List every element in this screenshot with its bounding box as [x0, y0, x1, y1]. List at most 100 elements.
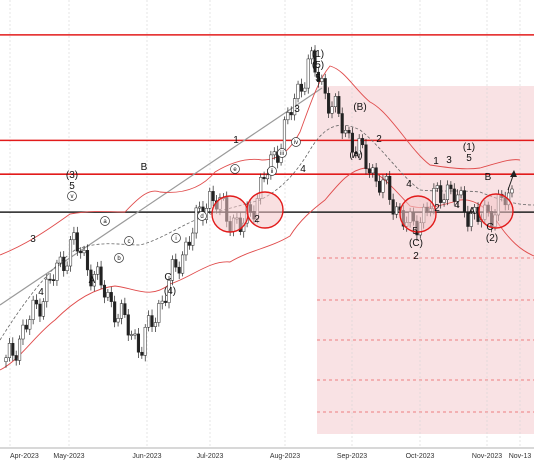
candle-body [106, 292, 110, 298]
candle-body [462, 190, 467, 213]
candle-body [452, 188, 456, 202]
candle-body [177, 266, 181, 274]
candle-body [469, 213, 473, 227]
candle-body [41, 301, 45, 317]
candle-body [65, 265, 69, 271]
wave-label: (B) [353, 102, 366, 113]
candle-body [340, 113, 344, 134]
candle-body [350, 132, 354, 153]
candle-body [167, 280, 171, 303]
candle-body [466, 211, 470, 227]
x-tick-label: Aug-2023 [270, 453, 300, 460]
candle-body [21, 324, 25, 340]
wave-label: 5 [412, 226, 418, 237]
candle-body [442, 199, 446, 203]
candle-body [194, 207, 198, 234]
candle-body [174, 259, 178, 268]
candle-body [164, 300, 168, 303]
wave-label: (A) [349, 150, 362, 161]
wave-label: 5 [69, 181, 75, 192]
candle-body [4, 357, 8, 362]
candle-body [126, 314, 130, 336]
wave-label: B [485, 172, 492, 183]
candle-body [299, 83, 303, 92]
candle-body [133, 333, 137, 336]
candle-body [449, 184, 453, 190]
candle-body [113, 301, 117, 323]
x-tick-labels: Apr-2023 May-2023 Jun-2023 Jul-2023 Aug-2023… [10, 453, 531, 460]
candle-body [89, 269, 93, 287]
circled-wave-marker [67, 191, 77, 201]
candle-body [347, 130, 351, 134]
wave-label: A [89, 275, 96, 286]
candle-body [435, 185, 439, 189]
circled-wave-marker [230, 164, 240, 174]
candle-body [286, 112, 290, 121]
wave-label: 5 [315, 73, 321, 84]
wave-label: 4 [454, 200, 460, 211]
candle-body [140, 351, 144, 356]
candle-body [187, 241, 191, 246]
candle-body [330, 106, 334, 114]
circled-wave-marker [100, 216, 110, 226]
candle-body [289, 112, 293, 116]
middle-band [0, 124, 534, 341]
candle-body [272, 151, 276, 156]
x-tick-label: Nov-2023 [472, 453, 502, 460]
candle-body [394, 206, 399, 215]
wave-label: 1 [433, 156, 439, 167]
wave-label: 5 [466, 153, 472, 164]
candle-body [384, 175, 388, 181]
candle-body [378, 180, 382, 193]
wave-label: 2 [434, 203, 440, 214]
candle-body [150, 315, 154, 327]
wave-label: (2) [486, 233, 498, 244]
candle-body [388, 175, 392, 200]
candle-body [391, 199, 395, 215]
circled-wave-letter: b [117, 256, 121, 262]
highlight-circle [399, 195, 437, 233]
x-tick-label: Apr-2023 [10, 453, 39, 460]
wave-label: (5) [312, 60, 324, 71]
candle-body [136, 333, 140, 353]
candle-body [38, 303, 42, 317]
candle-body [58, 256, 62, 264]
candle-body [510, 188, 514, 194]
circled-wave-letter: i [175, 236, 176, 242]
candle-body [456, 194, 460, 202]
wave-label: (4) [164, 286, 176, 297]
candle-body [473, 207, 477, 214]
wave-label: 4 [406, 179, 412, 190]
candle-body [367, 168, 371, 174]
candle-body [374, 167, 378, 182]
candle-body [381, 179, 385, 193]
candle-body [75, 232, 79, 252]
candle-body [354, 151, 358, 155]
candle-body [198, 206, 202, 209]
candle-body [316, 71, 320, 82]
wave-label: (C) [409, 238, 423, 249]
candle-body [361, 138, 365, 146]
candle-body [344, 130, 348, 134]
candle-body [306, 58, 310, 89]
candle-body [18, 338, 22, 361]
highlight-circles [211, 191, 514, 233]
candle-body [147, 315, 151, 328]
circled-wave-letter: v [71, 194, 74, 200]
candle-body [323, 78, 327, 94]
circled-wave-letter: a [103, 219, 107, 225]
circled-wave-letter: ii [271, 169, 274, 175]
candle-body [262, 177, 266, 180]
x-tick-label: May-2023 [53, 453, 84, 460]
wave-label: 2 [413, 251, 419, 262]
circled-wave-letter: d [200, 214, 203, 220]
candle-body [293, 98, 297, 116]
circled-wave-marker [124, 236, 134, 246]
circled-wave-marker [114, 253, 124, 263]
highlight-circle [246, 191, 284, 229]
candle-body [153, 322, 157, 327]
candle-body [119, 303, 124, 319]
candle-body [24, 324, 28, 330]
